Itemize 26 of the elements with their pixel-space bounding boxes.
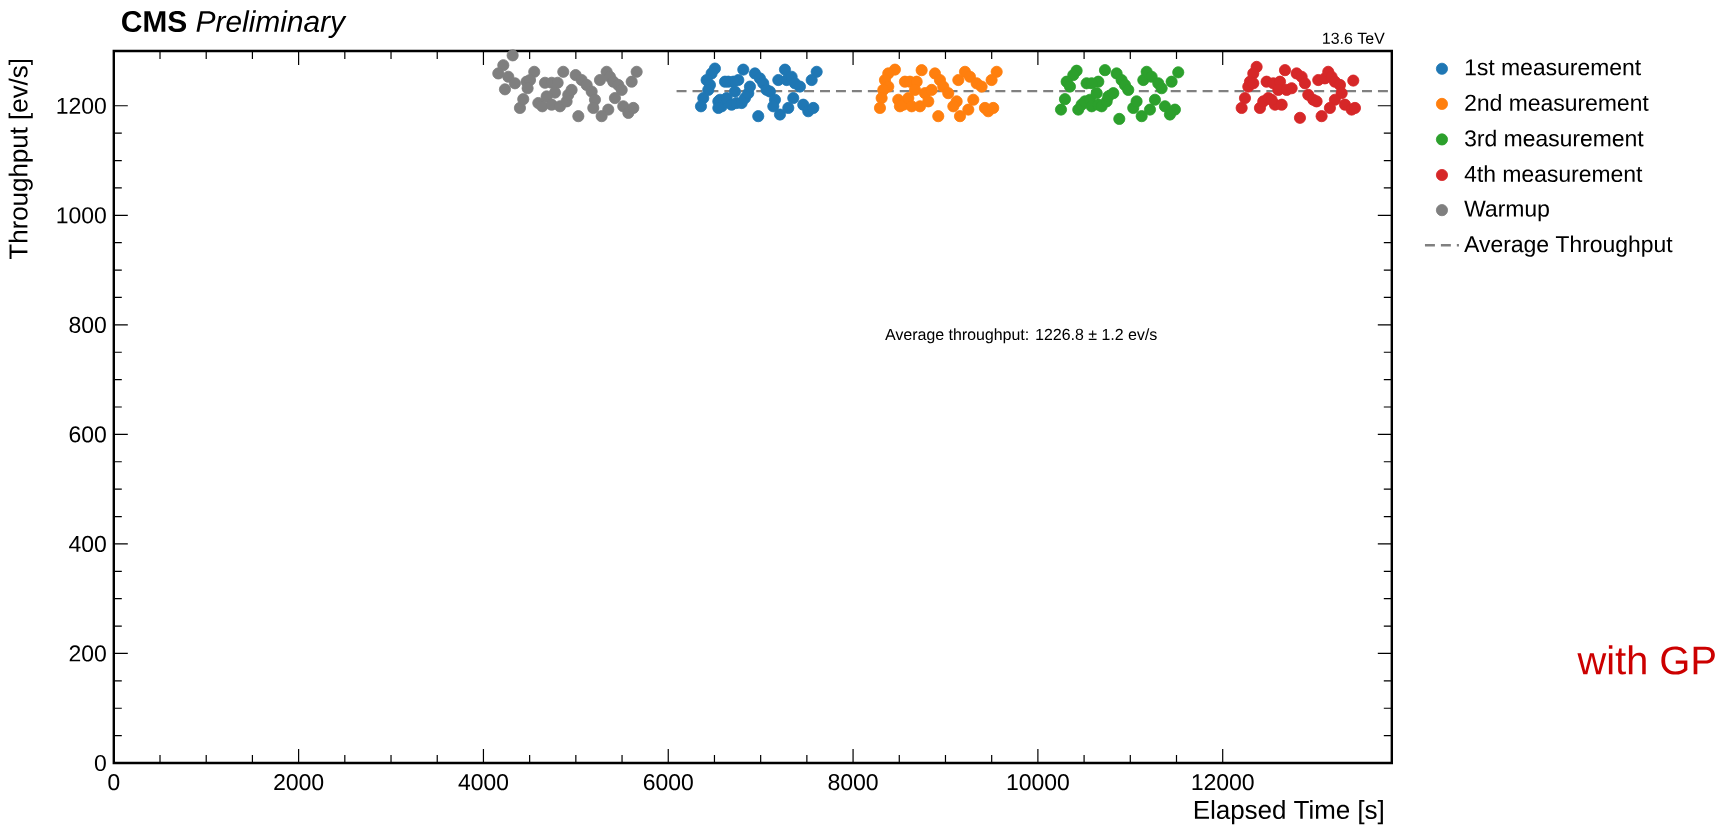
legend-label: 2nd measurement <box>1465 94 1649 111</box>
y-tick-label: 0 <box>94 754 106 772</box>
x-tick-label: 10000 <box>1007 774 1069 791</box>
x-tick-label: 0 <box>108 774 120 791</box>
legend-label: 1st measurement <box>1465 59 1641 76</box>
legend-label: Average Throughput <box>1464 235 1673 257</box>
legend-label: Warmup <box>1464 200 1549 222</box>
x-tick-label: 12000 <box>1192 774 1254 791</box>
y-tick-label: 200 <box>69 645 106 662</box>
x-tick-label: 8000 <box>828 774 878 791</box>
text: with GP <box>1577 645 1715 675</box>
legend-label: 4th measurement <box>1464 165 1643 183</box>
y-tick-label: 600 <box>69 426 106 443</box>
annotation: Average throughput: 1226.8 ± 1.2 ev/s <box>885 328 1157 344</box>
chart-subtitle: 13.6 TeV <box>1323 32 1385 44</box>
y-tick-label: 400 <box>69 535 106 553</box>
y-tick-label: 1200 <box>57 97 106 114</box>
x-tick-label: 4000 <box>458 774 509 791</box>
legend-label: 3rd measurement <box>1465 129 1644 147</box>
y-axis-title: Throughput [ev/s] <box>8 59 33 260</box>
x-tick-label: 6000 <box>643 774 693 791</box>
x-axis-title: Elapsed Time [s] <box>1194 800 1383 825</box>
y-tick-label: 1000 <box>57 207 106 224</box>
chart-title: CMS Preliminary <box>122 10 347 38</box>
x-tick-label: 2000 <box>274 774 324 791</box>
y-tick-label: 800 <box>69 316 106 333</box>
